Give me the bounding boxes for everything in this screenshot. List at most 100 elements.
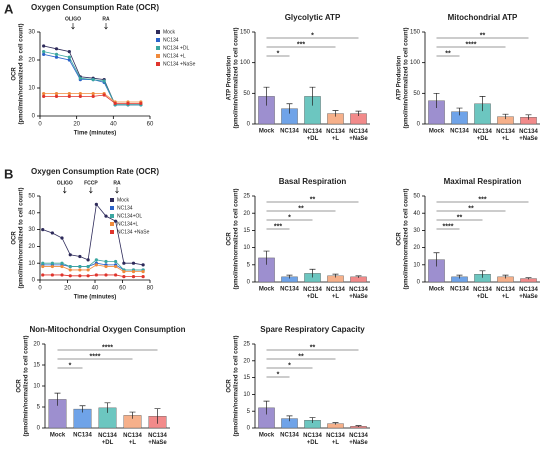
series-point xyxy=(131,270,136,274)
y-tick-label: 30 xyxy=(28,227,35,233)
series-point xyxy=(86,274,90,278)
label-line: +L xyxy=(502,294,510,300)
series-point xyxy=(54,94,59,98)
series-point xyxy=(41,264,45,269)
legend-swatch xyxy=(110,198,114,202)
x-tick-label: NC134 +L xyxy=(496,287,515,300)
y-tick-label: 5 xyxy=(247,409,251,415)
y-tick-label: 20 xyxy=(28,58,35,64)
error-bar xyxy=(309,417,316,423)
x-tick-label: NC134 +DL xyxy=(98,433,117,446)
series-point xyxy=(122,275,126,279)
y-tick-label: 0 xyxy=(247,280,251,286)
legend-label: NC134 +NaSe xyxy=(163,61,196,67)
error-bar xyxy=(309,268,316,278)
x-axis-label: Time (minutes) xyxy=(74,295,117,301)
annotation-arrow xyxy=(71,23,75,30)
series-point xyxy=(141,270,145,274)
label-line: +L xyxy=(332,440,340,446)
x-tick-label: NC134 +NaSe xyxy=(349,129,368,142)
error-bar xyxy=(479,270,486,278)
error-bar xyxy=(433,92,440,109)
y-tick-label: 5 xyxy=(37,405,41,411)
annotation: OLIGO xyxy=(65,16,81,22)
x-axis-label: Time (minutes) xyxy=(74,131,117,137)
legend-swatch xyxy=(156,30,160,34)
label-line: NC134 xyxy=(303,129,322,135)
significance-label: **** xyxy=(443,223,454,230)
x-tick-label: Mock xyxy=(259,287,275,293)
series-point xyxy=(41,261,45,265)
y-tick-label: 10 xyxy=(33,384,40,390)
y-tick-label: 15 xyxy=(243,228,250,234)
series-point xyxy=(68,253,72,257)
series-point xyxy=(67,55,71,59)
error-bar xyxy=(456,107,463,116)
series-line xyxy=(42,203,144,266)
y-tick-label: 5 xyxy=(247,262,251,268)
chart-title: Non-Mitochondrial Oxygen Consumption xyxy=(30,325,186,334)
error-bar xyxy=(332,110,339,117)
series-point xyxy=(91,92,95,96)
label-line: NC134 xyxy=(496,129,515,135)
x-tick-label: 0 xyxy=(38,122,42,128)
chart-title: Oxygen Consumption Rate (OCR) xyxy=(31,167,159,176)
y-axis-label: OCR xyxy=(12,67,18,81)
y-tick-label: 10 xyxy=(28,86,35,92)
label-line: +DL xyxy=(102,440,114,446)
series-point xyxy=(104,273,108,277)
y-tick-label: 50 xyxy=(413,91,420,97)
series-point xyxy=(41,228,45,232)
y-tick-label: 150 xyxy=(410,30,421,36)
label-line: NC134 xyxy=(349,287,368,293)
series-point xyxy=(42,50,46,54)
error-bar xyxy=(286,415,293,422)
x-tick-label: NC134 +DL xyxy=(473,287,492,300)
label-line: NC134 xyxy=(473,287,492,293)
series-point xyxy=(78,274,82,278)
chart-title: Oxygen Consumption Rate (OCR) xyxy=(31,3,159,12)
series-point xyxy=(94,258,98,262)
legend-swatch xyxy=(156,38,160,42)
y-tick-label: 0 xyxy=(247,426,251,432)
y-tick-label: 100 xyxy=(410,60,421,66)
series-point xyxy=(60,261,64,265)
legend-swatch xyxy=(110,206,114,210)
y-tick-label: 15 xyxy=(243,375,250,381)
significance-label: * xyxy=(277,50,280,57)
y-axis-label: (pmol/min/normalized to cell count) xyxy=(234,27,240,128)
series-point xyxy=(91,78,95,82)
label-line: +DL xyxy=(477,136,489,142)
series-point xyxy=(42,44,46,48)
series-point xyxy=(94,263,98,267)
series-point xyxy=(141,263,145,267)
x-tick-label: NC134 +L xyxy=(326,287,345,300)
x-tick-label: NC134 xyxy=(280,287,299,293)
series-point xyxy=(86,264,90,269)
series-point xyxy=(42,94,46,98)
series-point xyxy=(131,275,136,279)
y-tick-label: 10 xyxy=(243,392,250,398)
series-point xyxy=(68,268,72,272)
series-point xyxy=(78,76,82,80)
label-line: NC134 xyxy=(496,287,515,293)
y-tick-label: 25 xyxy=(243,194,250,200)
y-tick-label: 10 xyxy=(28,261,35,267)
y-tick-label: 15 xyxy=(33,363,40,369)
x-tick-label: 20 xyxy=(64,286,71,292)
significance-label: * xyxy=(288,214,291,221)
legend-swatch xyxy=(110,222,114,226)
y-tick-label: 20 xyxy=(28,244,35,250)
series-point xyxy=(114,259,118,264)
series-point xyxy=(78,264,82,269)
error-bar xyxy=(355,425,362,427)
x-tick-label: NC134 xyxy=(73,433,92,439)
label-line: +NaSe xyxy=(349,294,368,300)
x-tick-label: NC134 +L xyxy=(496,129,515,142)
error-bar xyxy=(355,110,362,117)
label-line: +NaSe xyxy=(349,440,368,446)
label-line: NC134 xyxy=(519,287,538,293)
significance-label: **** xyxy=(466,41,477,48)
error-bar xyxy=(129,411,136,419)
